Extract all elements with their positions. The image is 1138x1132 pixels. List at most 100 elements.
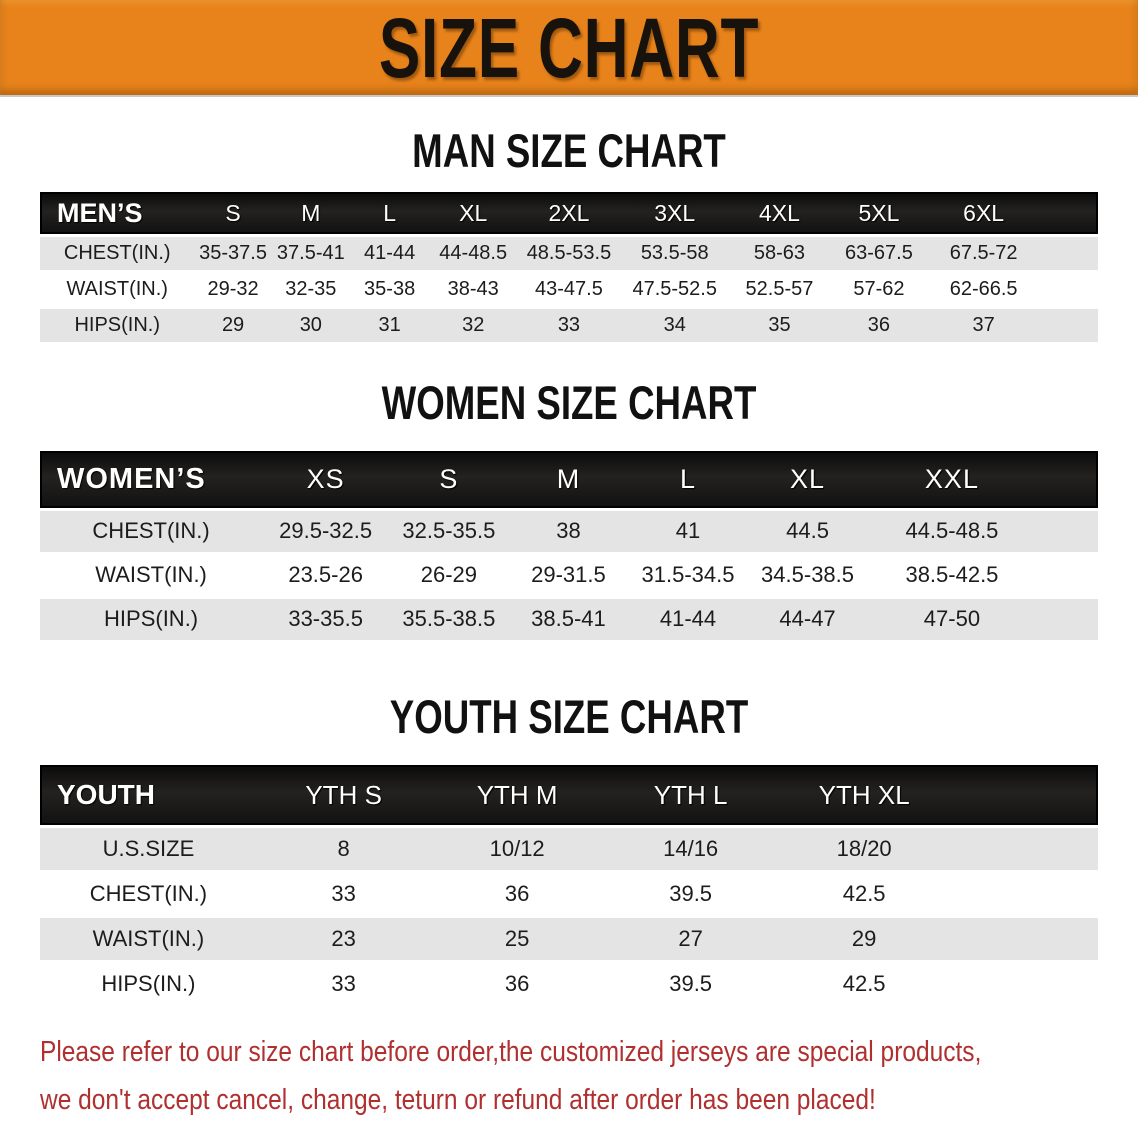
size-value: 37 xyxy=(927,309,1040,343)
row-label: U.S.SIZE xyxy=(40,828,257,871)
size-value: 18/20 xyxy=(777,828,951,871)
table-header-row: WOMEN’S XS S M L XL XXL xyxy=(40,450,1098,508)
size-value: 62-66.5 xyxy=(949,278,1018,301)
column-header: 2XL xyxy=(517,192,621,235)
size-value: 47.5-52.5 xyxy=(632,278,717,301)
column-header: YTH L xyxy=(603,765,778,826)
column-header: L xyxy=(628,450,748,508)
size-value: 29-32 xyxy=(207,278,259,301)
table-row: WAIST(IN.) 29-32 32-35 35-38 38-43 43-47.5 47.… xyxy=(40,273,1098,306)
size-value: 32-35 xyxy=(285,278,337,301)
column-header: S xyxy=(194,192,272,235)
spacer-cell xyxy=(1036,598,1098,640)
table-row: WAIST(IN.) 23 25 27 29 xyxy=(40,918,1098,961)
size-value: 44-47 xyxy=(747,598,868,640)
women-size-table: WOMEN’S XS S M L XL XXL CHEST(IN.) 29.5-32.5 32.5… xyxy=(40,448,1098,643)
size-value: 35.5-38.5 xyxy=(389,598,509,640)
size-value: 30 xyxy=(271,309,350,343)
youth-section-heading: YOUTH SIZE CHART xyxy=(389,689,749,743)
size-value: 43-47.5 xyxy=(535,278,603,301)
disclaimer: Please refer to our size chart before or… xyxy=(40,1035,1138,1118)
size-value: 36 xyxy=(504,881,530,907)
youth-size-table: YOUTH YTH S YTH M YTH L YTH XL U.S.SIZE 8 10/12… xyxy=(40,762,1098,1008)
row-label: CHEST(IN.) xyxy=(40,237,195,271)
table-title-cell: MEN’S xyxy=(40,192,195,235)
size-value: 33 xyxy=(331,881,356,907)
size-value: 35-38 xyxy=(364,278,416,301)
table-row: HIPS(IN.) 33-35.5 35.5-38.5 38.5-41 41-44 44-… xyxy=(40,598,1098,640)
column-header: XL xyxy=(429,192,518,235)
size-value: 34.5-38.5 xyxy=(761,562,855,588)
table-header-row: YOUTH YTH S YTH M YTH L YTH XL xyxy=(40,765,1098,826)
size-value: 48.5-53.5 xyxy=(517,237,621,271)
size-value: 41-44 xyxy=(628,598,748,640)
size-value: 10/12 xyxy=(430,828,604,871)
size-value: 35-37.5 xyxy=(194,237,272,271)
size-value: 36 xyxy=(830,309,928,343)
table-row: WAIST(IN.) 23.5-26 26-29 29-31.5 31.5-34.5 34… xyxy=(40,555,1098,596)
column-header: 5XL xyxy=(830,192,928,235)
size-value: 37.5-41 xyxy=(271,237,350,271)
size-value: 41 xyxy=(628,510,748,552)
size-value: 33 xyxy=(331,971,356,997)
size-value: 29.5-32.5 xyxy=(262,510,390,552)
row-label: WAIST(IN.) xyxy=(40,918,257,961)
size-value: 42.5 xyxy=(842,971,886,997)
size-chart-content: MAN SIZE CHART MEN’S S M L XL 2XL 3XL 4XL 5XL 6XL… xyxy=(0,126,1138,1008)
row-label: HIPS(IN.) xyxy=(40,309,195,343)
row-label: WAIST(IN.) xyxy=(95,562,207,588)
size-value: 39.5 xyxy=(669,971,713,997)
column-header: M xyxy=(271,192,350,235)
women-section-heading: WOMEN SIZE CHART xyxy=(381,376,757,430)
column-header: XS xyxy=(262,450,390,508)
size-value: 41-44 xyxy=(349,237,430,271)
table-row: U.S.SIZE 8 10/12 14/16 18/20 xyxy=(40,828,1098,871)
column-header: S xyxy=(389,450,509,508)
size-value: 67.5-72 xyxy=(927,237,1040,271)
size-value: 26-29 xyxy=(420,562,478,588)
size-value: 38.5-42.5 xyxy=(905,562,999,588)
size-value: 34 xyxy=(620,309,729,343)
size-value: 31 xyxy=(349,309,430,343)
table-header-row: MEN’S S M L XL 2XL 3XL 4XL 5XL 6XL xyxy=(40,192,1098,235)
table-row: CHEST(IN.) 35-37.5 37.5-41 41-44 44-48.5 48.5… xyxy=(40,237,1098,271)
size-value: 38-43 xyxy=(447,278,499,301)
size-value: 32 xyxy=(429,309,518,343)
column-header: 3XL xyxy=(620,192,729,235)
size-value: 47-50 xyxy=(867,598,1037,640)
row-label: CHEST(IN.) xyxy=(40,510,263,552)
size-value: 38 xyxy=(508,510,629,552)
size-value: 33 xyxy=(517,309,621,343)
size-value: 29-31.5 xyxy=(531,562,606,588)
disclaimer-line-1: Please refer to our size chart before or… xyxy=(40,1036,982,1069)
size-value: 36 xyxy=(504,971,530,997)
row-label: WAIST(IN.) xyxy=(66,278,168,301)
size-value: 23 xyxy=(256,918,431,961)
size-value: 52.5-57 xyxy=(745,278,814,301)
size-value: 57-62 xyxy=(853,278,905,301)
size-value: 35 xyxy=(728,309,831,343)
row-label: CHEST(IN.) xyxy=(89,881,208,907)
spacer-cell xyxy=(950,828,1098,871)
column-header: L xyxy=(349,192,430,235)
column-header: 6XL xyxy=(927,192,1040,235)
size-value: 53.5-58 xyxy=(620,237,729,271)
size-value: 8 xyxy=(256,828,431,871)
table-row: CHEST(IN.) 33 36 39.5 42.5 xyxy=(40,873,1098,915)
size-value: 27 xyxy=(603,918,778,961)
disclaimer-line-2: we don't accept cancel, change, teturn o… xyxy=(40,1083,876,1116)
spacer-cell xyxy=(1040,273,1098,306)
women-size-section: WOMEN SIZE CHART WOMEN’S XS S M L XL XXL CHEST(… xyxy=(0,378,1138,642)
spacer-cell xyxy=(1039,192,1098,235)
column-header: YTH XL xyxy=(777,765,951,826)
size-value: 23.5-26 xyxy=(288,562,363,588)
column-header: XXL xyxy=(867,450,1037,508)
spacer-cell xyxy=(951,963,1098,1005)
size-value: 39.5 xyxy=(669,881,713,907)
column-header: XL xyxy=(747,450,868,508)
table-title-cell: WOMEN’S xyxy=(40,450,263,508)
size-value: 25 xyxy=(430,918,604,961)
size-value: 44-48.5 xyxy=(429,237,518,271)
spacer-cell xyxy=(950,918,1098,961)
row-label: HIPS(IN.) xyxy=(40,598,263,640)
